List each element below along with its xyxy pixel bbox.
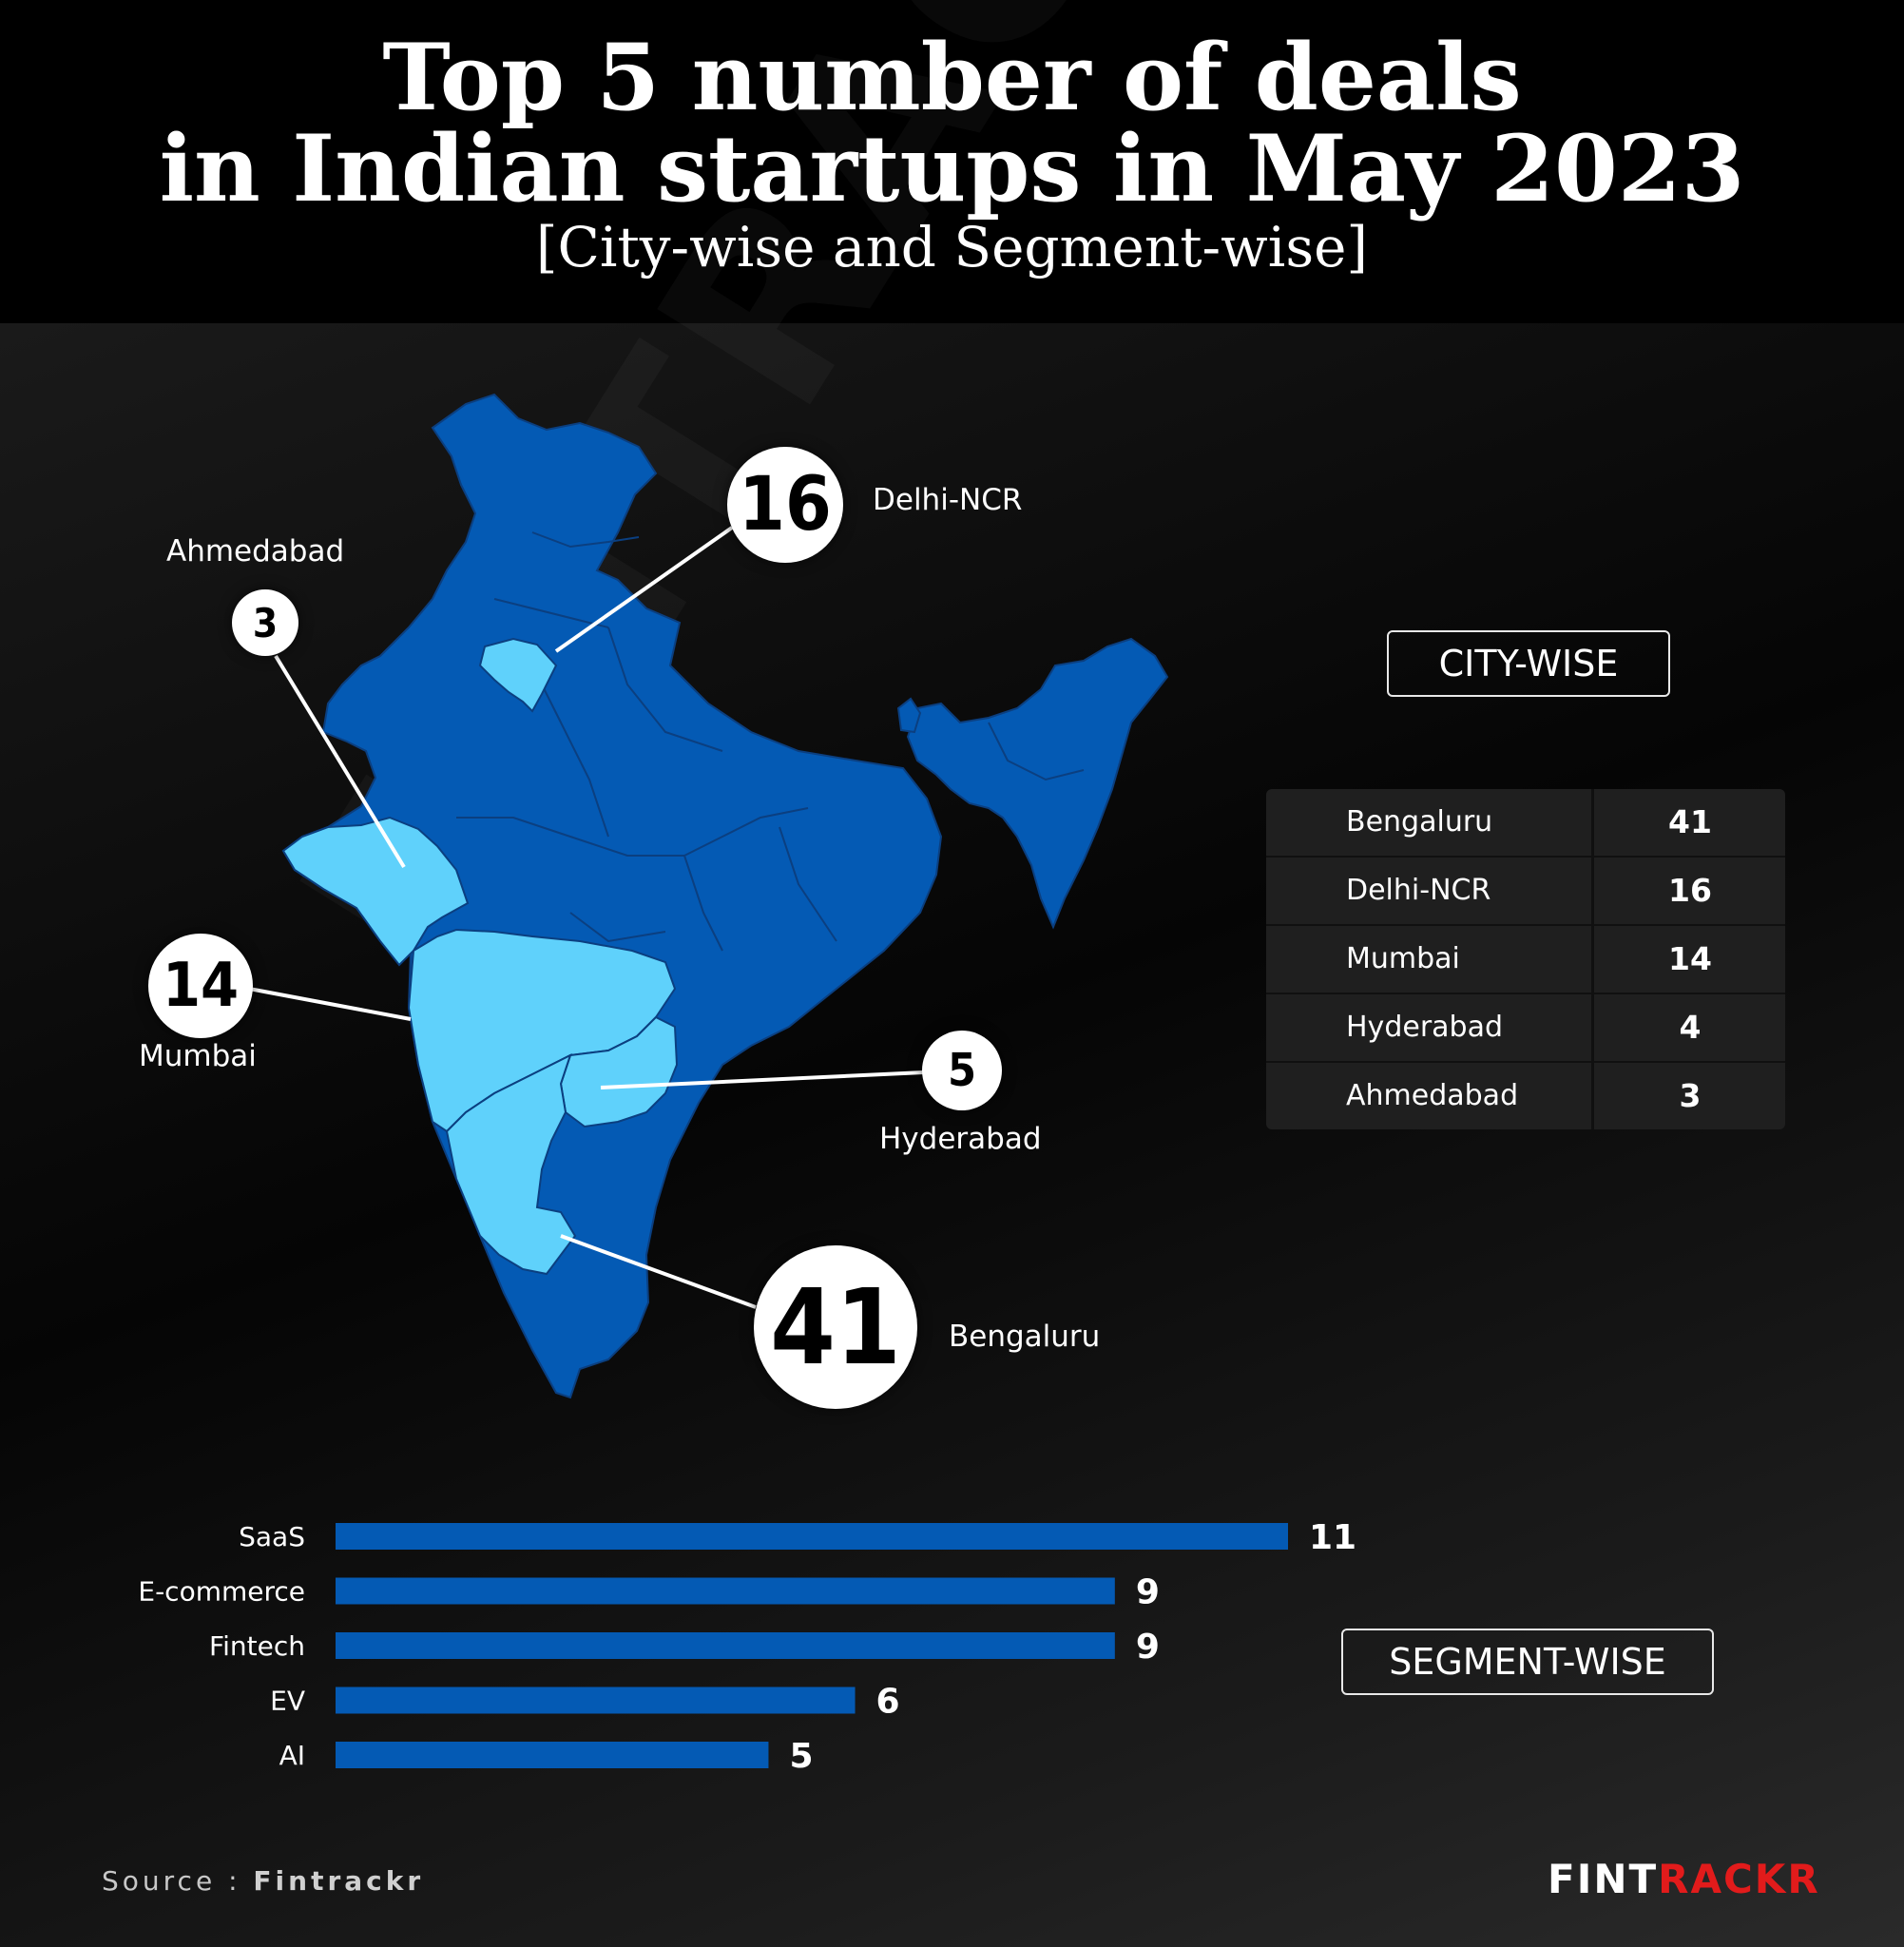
fintrackr-logo: FINTRACKR [1548, 1856, 1820, 1902]
category-label: E-commerce [138, 1576, 305, 1608]
callout-label-ahmedabad: Ahmedabad [166, 534, 345, 569]
table-row: Delhi-NCR 16 [1266, 858, 1785, 924]
map-northeast [906, 637, 1169, 930]
table-row: Ahmedabad 3 [1266, 1063, 1785, 1129]
table-cell-deals: 4 [1679, 1009, 1702, 1046]
map-karnataka [445, 1053, 577, 1276]
content-panel [0, 323, 1904, 1947]
callout-label-bengaluru: Bengaluru [949, 1320, 1101, 1354]
chart-title-line-1: Top 5 number of deals [382, 24, 1522, 131]
callout-value-ahmedabad: 3 [232, 589, 298, 656]
callout-value-hyderabad: 5 [922, 1031, 1002, 1110]
table-cell-deals: 3 [1679, 1077, 1702, 1114]
category-label: Fintech [209, 1630, 305, 1662]
chart-title-line-2: in Indian startups in May 2023 [159, 115, 1745, 222]
data-label: 6 [876, 1683, 900, 1722]
callout-value-bengaluru: 41 [754, 1245, 917, 1409]
bar-e-commerce [336, 1577, 1115, 1605]
segment-wise-tag: SEGMENT-WISE [1341, 1629, 1714, 1695]
data-label: 5 [789, 1737, 813, 1776]
callout-lines [248, 526, 925, 1309]
source-name: Fintrackr [253, 1865, 425, 1897]
category-label: EV [270, 1686, 305, 1717]
callout-label-mumbai: Mumbai [139, 1039, 257, 1073]
callout-value-mumbai: 14 [148, 934, 253, 1038]
map-delhi [478, 637, 558, 713]
table-cell-deals: 41 [1668, 803, 1712, 840]
callout-label-delhi-ncr: Delhi-NCR [873, 483, 1023, 517]
map-gujarat [281, 816, 470, 967]
city-wise-tag: CITY-WISE [1387, 630, 1670, 697]
table-cell-deals: 14 [1668, 940, 1712, 977]
map-sikkim [896, 697, 922, 734]
source-label: Source : [102, 1865, 254, 1897]
bar-ai [336, 1742, 769, 1768]
bar-fintech [336, 1632, 1115, 1659]
category-label: SaaS [239, 1521, 305, 1552]
bar-ev [336, 1687, 856, 1714]
city-table: Bengaluru 41 Delhi-NCR 16 Mumbai 14 Hyde… [1266, 789, 1785, 1129]
table-cell-city: Bengaluru [1346, 805, 1493, 839]
table-cell-city: Delhi-NCR [1346, 874, 1491, 907]
table-row: Mumbai 14 [1266, 926, 1785, 993]
table-cell-city: Ahmedabad [1346, 1079, 1519, 1112]
callout-label-hyderabad: Hyderabad [879, 1122, 1042, 1156]
data-label: 11 [1309, 1518, 1356, 1557]
header: Top 5 number of deals in Indian startups… [0, 0, 1904, 323]
source-note: Source : Fintrackr [102, 1865, 424, 1897]
map-highlighted-states [281, 637, 679, 1276]
table-row: Hyderabad 4 [1266, 994, 1785, 1061]
table-cell-deals: 16 [1668, 872, 1712, 909]
bar-saas [336, 1523, 1288, 1550]
table-row: Bengaluru 41 [1266, 789, 1785, 856]
map-state-borders [456, 531, 1085, 952]
table-cell-city: Mumbai [1346, 942, 1460, 975]
data-label: 9 [1136, 1573, 1160, 1612]
category-label: AI [279, 1740, 305, 1771]
table-cell-city: Hyderabad [1346, 1011, 1503, 1044]
chart-subtitle: [City-wise and Segment-wise] [535, 215, 1369, 280]
data-label: 9 [1136, 1628, 1160, 1667]
callout-value-delhi-ncr: 16 [727, 447, 843, 563]
